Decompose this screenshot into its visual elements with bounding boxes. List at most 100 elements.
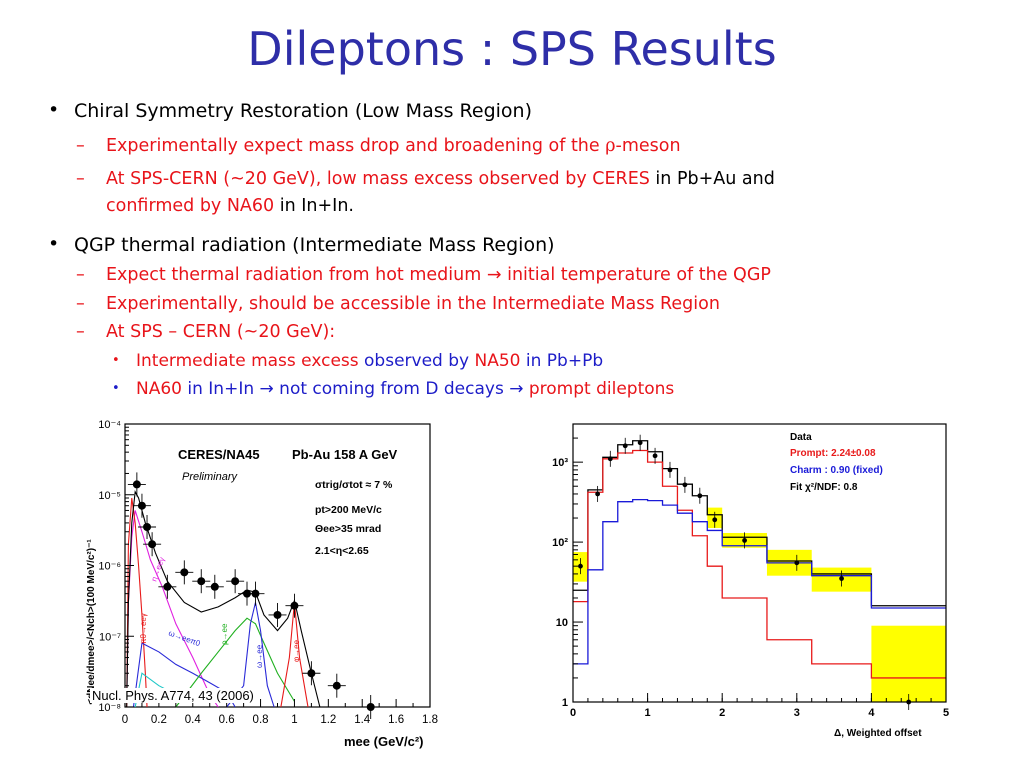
data-point xyxy=(637,440,643,446)
x-tick-label: 1.8 xyxy=(422,714,438,726)
legend-fit: Fit χ²/NDF: 0.8 xyxy=(790,482,858,493)
data-point xyxy=(794,560,800,566)
bullet-marker: • xyxy=(48,233,60,255)
data-point xyxy=(273,610,282,619)
curve-label-eta: η→eeγ xyxy=(149,556,166,583)
bullet-text: Chiral Symmetry Restoration (Low Mass Re… xyxy=(74,100,533,122)
y-tick-label: 10⁻⁷ xyxy=(99,631,121,643)
data-point xyxy=(137,501,146,510)
dash-marker: – xyxy=(76,169,85,189)
x-axis-label: Δ, Weighted offset xyxy=(834,728,922,739)
dash-marker: – xyxy=(76,322,85,342)
arrow-icon: → xyxy=(486,265,502,285)
legend-prompt: Prompt: 2.24±0.08 xyxy=(790,448,876,459)
error-band xyxy=(871,625,946,702)
plot-frame xyxy=(124,423,431,708)
data-point xyxy=(607,456,613,462)
data-point xyxy=(251,589,260,598)
data-point xyxy=(163,582,172,591)
cut-eta: 2.1<η<2.65 xyxy=(315,545,369,557)
x-tick-label: 0 xyxy=(570,707,576,719)
y-tick-label: 10² xyxy=(552,537,568,549)
x-tick-label: 2 xyxy=(719,707,725,719)
inin-text: in In+In xyxy=(181,379,260,399)
dash-marker: – xyxy=(76,136,85,156)
x-tick-label: 1 xyxy=(291,714,297,726)
data-point xyxy=(132,480,141,489)
bullet-marker: • xyxy=(112,381,120,396)
experiment-label: CERES/NA45 xyxy=(178,447,260,462)
cut-pt: pt>200 MeV/c xyxy=(315,504,382,516)
data-point xyxy=(595,491,601,497)
x-tick-label: 1.4 xyxy=(354,714,371,726)
x-tick-label: 4 xyxy=(868,707,875,719)
y-tick-label: 1 xyxy=(562,697,568,709)
x-tick-label: 0.2 xyxy=(151,714,167,726)
curve-eta-dalitz xyxy=(126,510,219,708)
data-point xyxy=(180,568,189,577)
pbpb-text: in Pb+Pb xyxy=(520,351,604,371)
legend-charm: Charm : 0.90 (fixed) xyxy=(790,465,883,476)
ceres-text: At SPS-CERN (~20 GeV), low mass excess o… xyxy=(106,169,650,189)
curve-sum xyxy=(126,490,321,708)
data-point xyxy=(143,523,152,532)
curve-label-pi0: π0→eeγ xyxy=(139,613,148,644)
sub-bullet-text: At SPS – CERN (~20 GeV): xyxy=(106,322,336,342)
curve-label-omega: ω→ee xyxy=(255,644,264,668)
y-tick-label: 10⁻⁵ xyxy=(98,490,121,502)
observed-text: observed by xyxy=(364,351,475,371)
data-point xyxy=(652,453,658,459)
na50-text: NA50 xyxy=(474,351,521,371)
inin-text: in In+In. xyxy=(274,196,354,216)
x-tick-label: 0 xyxy=(122,714,128,726)
y-tick-label: 10⁻⁶ xyxy=(98,561,121,573)
histogram-charm xyxy=(573,498,946,665)
cut-centrality: σtrig/σtot ≈ 7 % xyxy=(315,479,393,491)
citation-label: Nucl. Phys. A774, 43 (2006) xyxy=(90,688,256,703)
system-label: Pb-Au 158 A GeV xyxy=(292,447,398,462)
sub-bullet-text: Experimentally expect mass drop and broa… xyxy=(106,136,606,156)
excess-text: Intermediate mass excess xyxy=(136,351,365,371)
na60-text: NA60 xyxy=(136,379,182,399)
d-decays-text: not coming from D decays xyxy=(273,379,510,399)
preliminary-label: Preliminary xyxy=(182,471,239,483)
slide-title: Dileptons : SPS Results xyxy=(247,22,777,76)
na60-text: confirmed by NA60 xyxy=(106,196,275,216)
data-point xyxy=(697,493,703,499)
prompt-dileptons-text: prompt dileptons xyxy=(523,379,675,399)
pbau-text: in Pb+Au and xyxy=(649,169,775,189)
sub-bullet-text: Experimentally, should be accessible in … xyxy=(106,294,720,314)
y-tick-label: 10 xyxy=(556,617,568,629)
data-point xyxy=(307,669,316,678)
data-point xyxy=(210,582,219,591)
histogram-total xyxy=(573,440,946,607)
y-tick-label: 10⁻⁸ xyxy=(98,702,121,714)
curve-label-phi: φ→ee xyxy=(292,639,301,662)
bullet-marker: • xyxy=(48,99,60,121)
data-point xyxy=(712,517,718,523)
curve-label-rho: ρ→ee xyxy=(220,623,229,645)
data-point xyxy=(839,576,844,581)
x-tick-label: 0.6 xyxy=(219,714,235,726)
x-tick-label: 1 xyxy=(645,707,651,719)
x-axis-label: mee (GeV/c²) xyxy=(344,734,423,749)
data-point xyxy=(742,538,747,543)
y-axis-label: <dNee/dmee>/<Nch>(100 MeV/c²)⁻¹ xyxy=(86,539,97,705)
bullet-marker: • xyxy=(112,353,120,368)
curve-label-omega-dalitz: ω→eeπ0 xyxy=(167,628,202,648)
data-point xyxy=(366,703,375,711)
arrow-icon: → xyxy=(259,379,274,399)
curve-rho xyxy=(175,617,295,708)
dash-marker: – xyxy=(76,294,85,314)
x-tick-label: 3 xyxy=(794,707,800,719)
data-point xyxy=(148,540,157,549)
data-point xyxy=(578,563,583,569)
data-point xyxy=(197,577,206,586)
sub-bullet-text-end: -meson xyxy=(615,136,681,156)
arrow-icon: → xyxy=(509,379,524,399)
curve-pi0-dalitz xyxy=(126,497,148,708)
x-tick-label: 5 xyxy=(943,707,949,719)
x-tick-label: 1.2 xyxy=(320,714,336,726)
ceres-mass-spectrum-chart: 0 0.2 0.4 0.6 0.8 1 1.2 1.4 1.6 1.8 10⁻⁸ 10⁻⁷ 10⁻⁶ 10… xyxy=(86,419,438,749)
